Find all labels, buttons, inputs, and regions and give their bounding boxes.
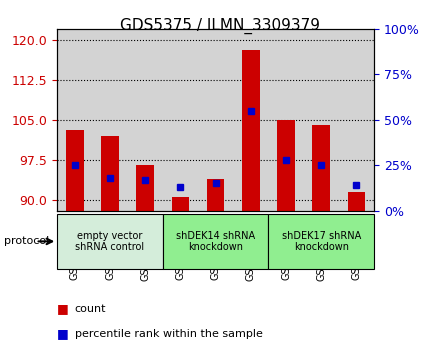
Bar [348,192,365,211]
FancyBboxPatch shape [163,213,268,269]
Text: percentile rank within the sample: percentile rank within the sample [75,329,263,339]
Text: protocol: protocol [4,236,50,246]
FancyBboxPatch shape [268,213,374,269]
Bar [101,136,119,211]
Text: shDEK17 shRNA
knockdown: shDEK17 shRNA knockdown [282,231,361,252]
FancyBboxPatch shape [57,213,163,269]
Text: GDS5375 / ILMN_3309379: GDS5375 / ILMN_3309379 [120,18,320,34]
Text: shDEK14 shRNA
knockdown: shDEK14 shRNA knockdown [176,231,255,252]
Bar [277,120,295,211]
Bar [242,50,260,211]
Text: ■: ■ [57,302,69,315]
Text: count: count [75,303,106,314]
Bar [172,197,189,211]
Bar [66,130,84,211]
Text: empty vector
shRNA control: empty vector shRNA control [75,231,145,252]
Bar [312,125,330,211]
Text: ■: ■ [57,327,69,340]
Bar [136,165,154,211]
Bar [207,179,224,211]
